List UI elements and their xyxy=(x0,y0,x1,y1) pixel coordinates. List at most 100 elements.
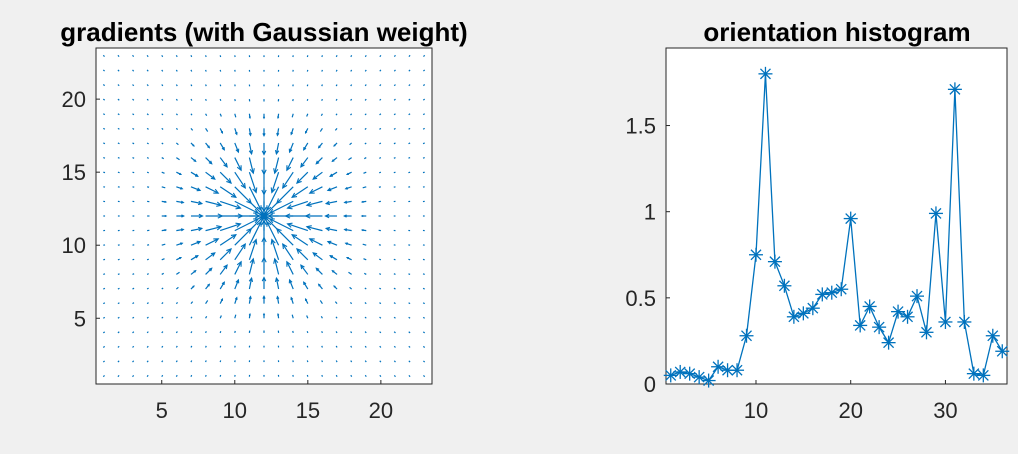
histogram-point xyxy=(862,299,877,314)
quiver-arrow xyxy=(364,287,367,290)
quiver-arrow xyxy=(291,186,309,198)
quiver-arrowhead xyxy=(282,243,288,250)
quiver-arrowhead xyxy=(180,200,185,204)
quiver-arrow xyxy=(234,314,237,319)
quiver-x-tick-label: 5 xyxy=(156,398,168,423)
quiver-arrow xyxy=(234,243,246,261)
quiver-arrowhead xyxy=(220,131,224,135)
quiver-arrow xyxy=(219,186,237,198)
quiver-arrowhead xyxy=(274,276,280,283)
quiver-arrowhead xyxy=(248,312,251,316)
quiver-arrow xyxy=(350,55,353,58)
quiver-arrow xyxy=(190,360,193,363)
quiver-arrow xyxy=(132,84,135,87)
histogram-point xyxy=(815,287,830,302)
quiver-arrow xyxy=(335,55,338,58)
quiver-arrow xyxy=(176,271,180,275)
quiver-arrow xyxy=(335,345,338,348)
quiver-arrow xyxy=(306,331,309,334)
quiver-arrow xyxy=(146,287,149,290)
quiver-arrowhead xyxy=(213,188,220,194)
quiver-arrow xyxy=(393,345,396,348)
histogram-point xyxy=(692,370,707,385)
histogram-point xyxy=(947,82,962,97)
histogram-x-tick-label: 30 xyxy=(933,398,957,423)
quiver-arrowhead xyxy=(208,160,213,165)
histogram-point xyxy=(711,359,726,374)
quiver-arrowhead xyxy=(290,132,294,136)
quiver-arrow xyxy=(422,127,425,130)
quiver-arrow xyxy=(350,69,353,72)
quiver-arrow xyxy=(319,128,323,132)
quiver-arrow xyxy=(321,360,323,363)
quiver-arrow xyxy=(408,345,411,348)
quiver-arrow xyxy=(132,345,135,348)
quiver-arrowhead xyxy=(196,240,202,245)
quiver-arrow xyxy=(379,345,382,348)
quiver-arrow xyxy=(379,374,382,378)
quiver-arrowhead xyxy=(261,276,267,282)
quiver-arrow xyxy=(306,315,309,319)
histogram-x-tick-label: 20 xyxy=(838,398,862,423)
quiver-arrow xyxy=(393,84,396,87)
quiver-arrows xyxy=(102,54,426,378)
quiver-arrow xyxy=(289,279,294,290)
quiver-arrow xyxy=(117,98,120,101)
quiver-arrow xyxy=(348,157,352,161)
quiver-arrow xyxy=(363,171,367,174)
quiver-arrow xyxy=(132,287,135,290)
quiver-arrow xyxy=(219,98,222,101)
quiver-arrow xyxy=(335,360,338,363)
quiver-arrow xyxy=(161,258,165,261)
quiver-arrow xyxy=(205,345,207,348)
quiver-arrow xyxy=(219,331,222,334)
histogram-point xyxy=(919,325,934,340)
quiver-arrow xyxy=(132,360,135,363)
histogram-point xyxy=(777,278,792,293)
quiver-arrowhead xyxy=(236,260,242,267)
quiver-arrow xyxy=(175,55,178,58)
quiver-arrow xyxy=(117,127,120,130)
quiver-arrow xyxy=(117,331,120,334)
quiver-arrowhead xyxy=(308,238,315,244)
quiver-arrow xyxy=(161,54,164,58)
quiver-arrow xyxy=(423,375,426,378)
quiver-arrowhead xyxy=(284,213,291,219)
quiver-arrow xyxy=(296,248,309,261)
quiver-arrow xyxy=(248,142,253,154)
quiver-arrow xyxy=(287,200,309,209)
quiver-arrow xyxy=(103,273,106,275)
quiver-arrow xyxy=(393,98,396,101)
quiver-arrowhead xyxy=(210,175,216,180)
quiver-arrowhead xyxy=(344,242,348,246)
quiver-arrow xyxy=(393,316,396,319)
quiver-arrow xyxy=(161,98,164,101)
quiver-arrow xyxy=(408,316,411,319)
histogram-point xyxy=(843,211,858,226)
quiver-arrow xyxy=(393,287,396,290)
histogram-point xyxy=(910,289,925,304)
quiver-arrow xyxy=(326,227,338,232)
quiver-arrow xyxy=(175,98,178,101)
quiver-arrow xyxy=(276,186,294,204)
quiver-y-tick-label: 5 xyxy=(74,306,86,331)
quiver-arrow xyxy=(364,69,367,72)
quiver-arrow xyxy=(408,127,411,130)
quiver-arrow xyxy=(205,186,219,194)
quiver-arrowhead xyxy=(345,256,349,260)
quiver-arrowhead xyxy=(270,238,276,245)
quiver-arrow xyxy=(132,171,135,174)
quiver-arrowhead xyxy=(286,222,293,228)
quiver-arrow xyxy=(379,273,382,275)
quiver-arrow xyxy=(320,315,323,319)
quiver-arrowhead xyxy=(262,133,266,138)
quiver-arrow xyxy=(379,258,382,261)
quiver-arrowhead xyxy=(286,260,292,267)
quiver-arrow xyxy=(327,186,338,191)
quiver-arrow xyxy=(161,157,165,160)
quiver-arrowhead xyxy=(317,145,321,149)
quiver-arrow xyxy=(266,221,280,246)
quiver-arrow xyxy=(219,142,225,151)
quiver-arrow xyxy=(219,248,232,261)
quiver-arrowhead xyxy=(317,283,321,287)
